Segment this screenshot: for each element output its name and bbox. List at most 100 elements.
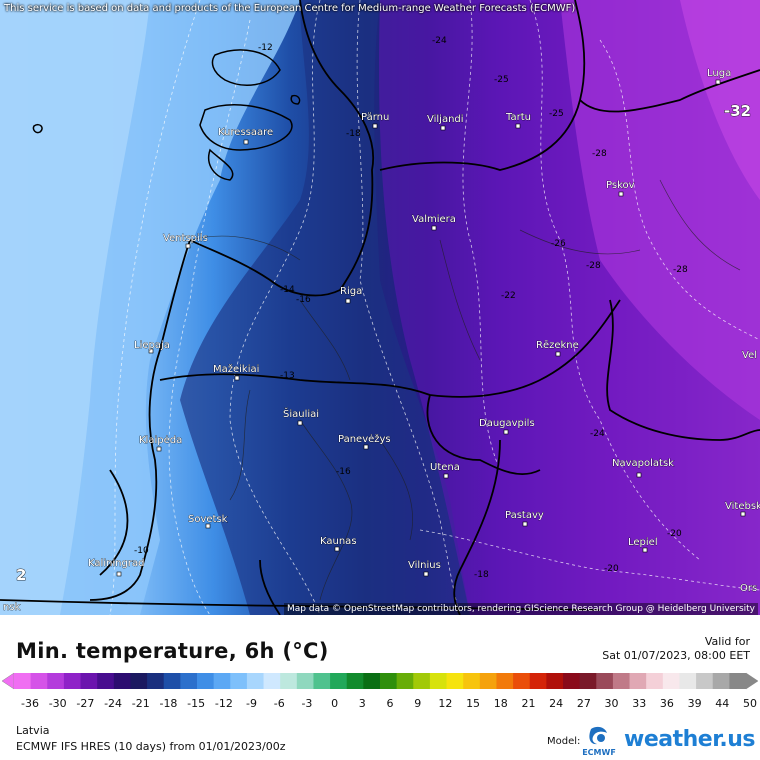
scale-swatch — [280, 673, 297, 689]
contour-label: -26 — [551, 239, 566, 249]
scale-tick-label: 15 — [466, 697, 480, 710]
scale-swatch — [64, 673, 81, 689]
contour-label: -12 — [258, 43, 273, 53]
scale-tick-label: -24 — [104, 697, 122, 710]
scale-tick-label: 39 — [688, 697, 702, 710]
scale-tick-label: -27 — [76, 697, 94, 710]
scale-swatch — [713, 673, 730, 689]
scale-swatch — [114, 673, 131, 689]
model-label: Model: — [547, 736, 580, 747]
contour-label: -28 — [586, 261, 601, 271]
scale-swatch — [679, 673, 696, 689]
contour-label: -25 — [549, 109, 564, 119]
scale-swatch — [164, 673, 181, 689]
scale-swatch — [197, 673, 214, 689]
scale-swatch — [663, 673, 680, 689]
scale-tick-label: -6 — [274, 697, 285, 710]
city-label: Kaunas — [320, 536, 357, 547]
scale-tick-label: 18 — [494, 697, 508, 710]
scale-swatch — [214, 673, 231, 689]
city-label: Luga — [707, 68, 731, 79]
scale-tick-label: 27 — [577, 697, 591, 710]
brand-logo[interactable]: weather.us — [624, 727, 755, 752]
city-label: Panevėžys — [338, 433, 391, 445]
scale-tick-label: -18 — [159, 697, 177, 710]
scale-tick-label: -21 — [132, 697, 150, 710]
scale-ticks: -36 -30 -27 -24 -21 -18 -15 -12 -9 -6 -3 0 3 6 9 12 15 18… — [12, 697, 752, 713]
city-label: Pastavy — [505, 510, 544, 521]
scale-tick-label: 33 — [632, 697, 646, 710]
contour-label: -28 — [592, 149, 607, 159]
contour-label: -18 — [474, 570, 489, 580]
scale-swatch — [47, 673, 64, 689]
edge-value-label: -32 — [724, 102, 751, 120]
city-label: Rēzekne — [536, 340, 579, 351]
city-label: Valmiera — [412, 214, 456, 225]
city-label: Šiauliai — [283, 407, 319, 420]
city-label: Daugavpils — [479, 418, 535, 429]
city-label: Sovetsk — [188, 514, 228, 525]
scale-swatch — [14, 673, 31, 689]
osm-attribution[interactable]: Map data © OpenStreetMap contributors, r… — [284, 603, 758, 615]
legend-panel: Min. temperature, 6h (°C) Valid for Sat … — [0, 615, 760, 760]
edge-city-label: Ors — [740, 583, 757, 594]
scale-tick-label: 21 — [521, 697, 535, 710]
scale-swatch — [530, 673, 547, 689]
city-label: Vitebsk — [725, 501, 760, 512]
scale-swatch — [380, 673, 397, 689]
contour-label: -16 — [336, 467, 351, 477]
city-label: Pskov — [606, 180, 635, 191]
contour-label: -13 — [280, 371, 295, 381]
scale-swatch — [580, 673, 597, 689]
scale-swatch — [430, 673, 447, 689]
scale-swatch — [696, 673, 713, 689]
scale-tick-label: -36 — [21, 697, 39, 710]
scale-swatch — [546, 673, 563, 689]
scale-swatch — [563, 673, 580, 689]
city-label: Utena — [430, 462, 460, 473]
edge-city-label: Vel — [742, 350, 757, 361]
contour-label: -20 — [667, 529, 682, 539]
scale-swatch — [363, 673, 380, 689]
scale-arrow-right — [746, 673, 758, 689]
scale-swatch — [513, 673, 530, 689]
edge-value-label: 2 — [16, 566, 26, 584]
scale-swatch — [130, 673, 147, 689]
edge-city-label: nsk — [3, 602, 21, 613]
city-label: Viljandi — [427, 114, 464, 125]
city-label: Vilnius — [408, 560, 441, 571]
city-label: Tartu — [505, 112, 531, 123]
city-label: Pärnu — [361, 112, 389, 123]
scale-swatch — [347, 673, 364, 689]
scale-swatch — [729, 673, 746, 689]
scale-tick-label: 44 — [715, 697, 729, 710]
scale-tick-label: 0 — [331, 697, 338, 710]
contour-label: -18 — [346, 129, 361, 139]
scale-swatch — [230, 673, 247, 689]
scale-swatch — [630, 673, 647, 689]
city-label: Kaliningrad — [88, 558, 144, 569]
scale-swatch — [81, 673, 98, 689]
scale-tick-label: 9 — [414, 697, 421, 710]
scale-swatch — [297, 673, 314, 689]
city-label: Mažeikiai — [213, 363, 259, 375]
scale-swatch — [613, 673, 630, 689]
model-run: ECMWF IFS HRES (10 days) from 01/01/2023… — [16, 740, 286, 753]
scale-swatch — [313, 673, 330, 689]
scale-swatch — [397, 673, 414, 689]
scale-swatch — [97, 673, 114, 689]
scale-swatch — [596, 673, 613, 689]
scale-tick-label: -12 — [215, 697, 233, 710]
forecast-map[interactable]: Luga Pärnu Viljandi Tartu Kuressaare Psk… — [0, 0, 760, 615]
scale-swatch — [31, 673, 48, 689]
ecmwf-logo-icon[interactable]: ECMWF — [579, 725, 619, 757]
ecmwf-attribution: This service is based on data and produc… — [4, 3, 575, 14]
scale-tick-label: -3 — [301, 697, 312, 710]
city-label: Riga — [340, 286, 362, 297]
scale-swatch — [463, 673, 480, 689]
scale-swatch — [264, 673, 281, 689]
contour-label: -24 — [590, 429, 605, 439]
scale-tick-label: 50 — [743, 697, 757, 710]
contour-label: -16 — [296, 295, 311, 305]
scale-swatch — [413, 673, 430, 689]
